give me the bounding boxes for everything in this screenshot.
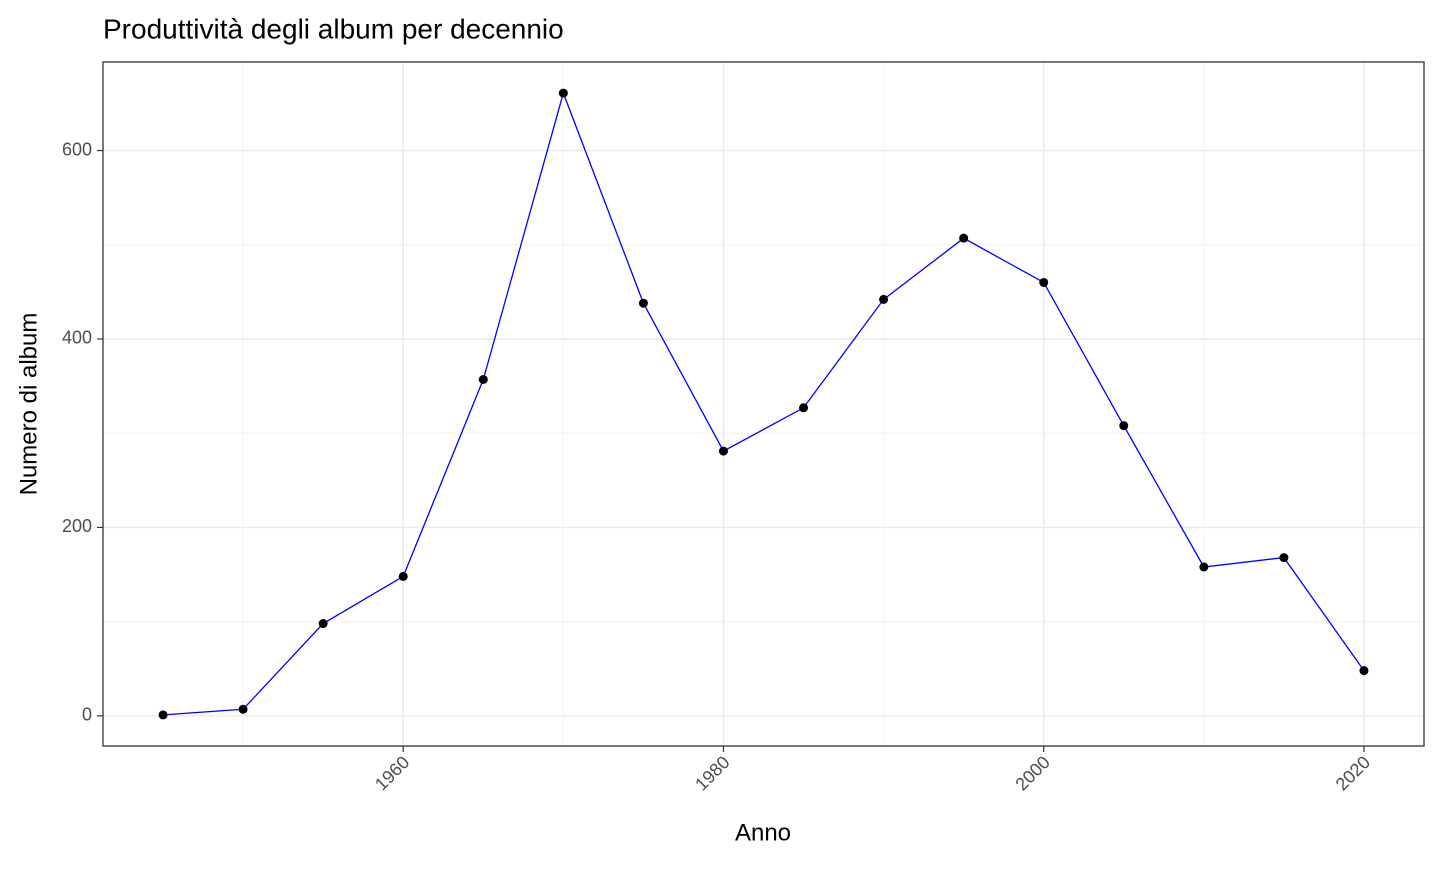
y-tick-label: 200 [62, 516, 92, 536]
y-tick-label: 400 [62, 328, 92, 348]
point [1279, 553, 1289, 563]
point [799, 403, 809, 413]
point [1199, 562, 1209, 572]
y-axis-label: Numero di album [15, 313, 42, 496]
point [318, 619, 328, 629]
point [1359, 666, 1369, 676]
y-tick-label: 0 [82, 705, 92, 725]
x-tick-label: 2020 [1332, 752, 1374, 794]
point [1119, 421, 1129, 431]
point [158, 710, 168, 720]
y-tick-label: 600 [62, 139, 92, 159]
point [238, 704, 248, 714]
point [398, 571, 408, 581]
x-tick-label: 2000 [1011, 752, 1053, 794]
chart-title: Produttività degli album per decennio [103, 13, 564, 44]
x-tick-label: 1980 [691, 752, 733, 794]
panel-border [102, 61, 1425, 747]
point [718, 446, 728, 456]
point [558, 88, 568, 98]
point [879, 294, 889, 304]
point [638, 298, 648, 308]
x-tick-label: 1960 [371, 752, 413, 794]
line [162, 91, 1365, 716]
point [478, 375, 488, 385]
point [959, 233, 969, 243]
x-axis-label: Anno [735, 819, 791, 846]
point [1039, 277, 1049, 287]
